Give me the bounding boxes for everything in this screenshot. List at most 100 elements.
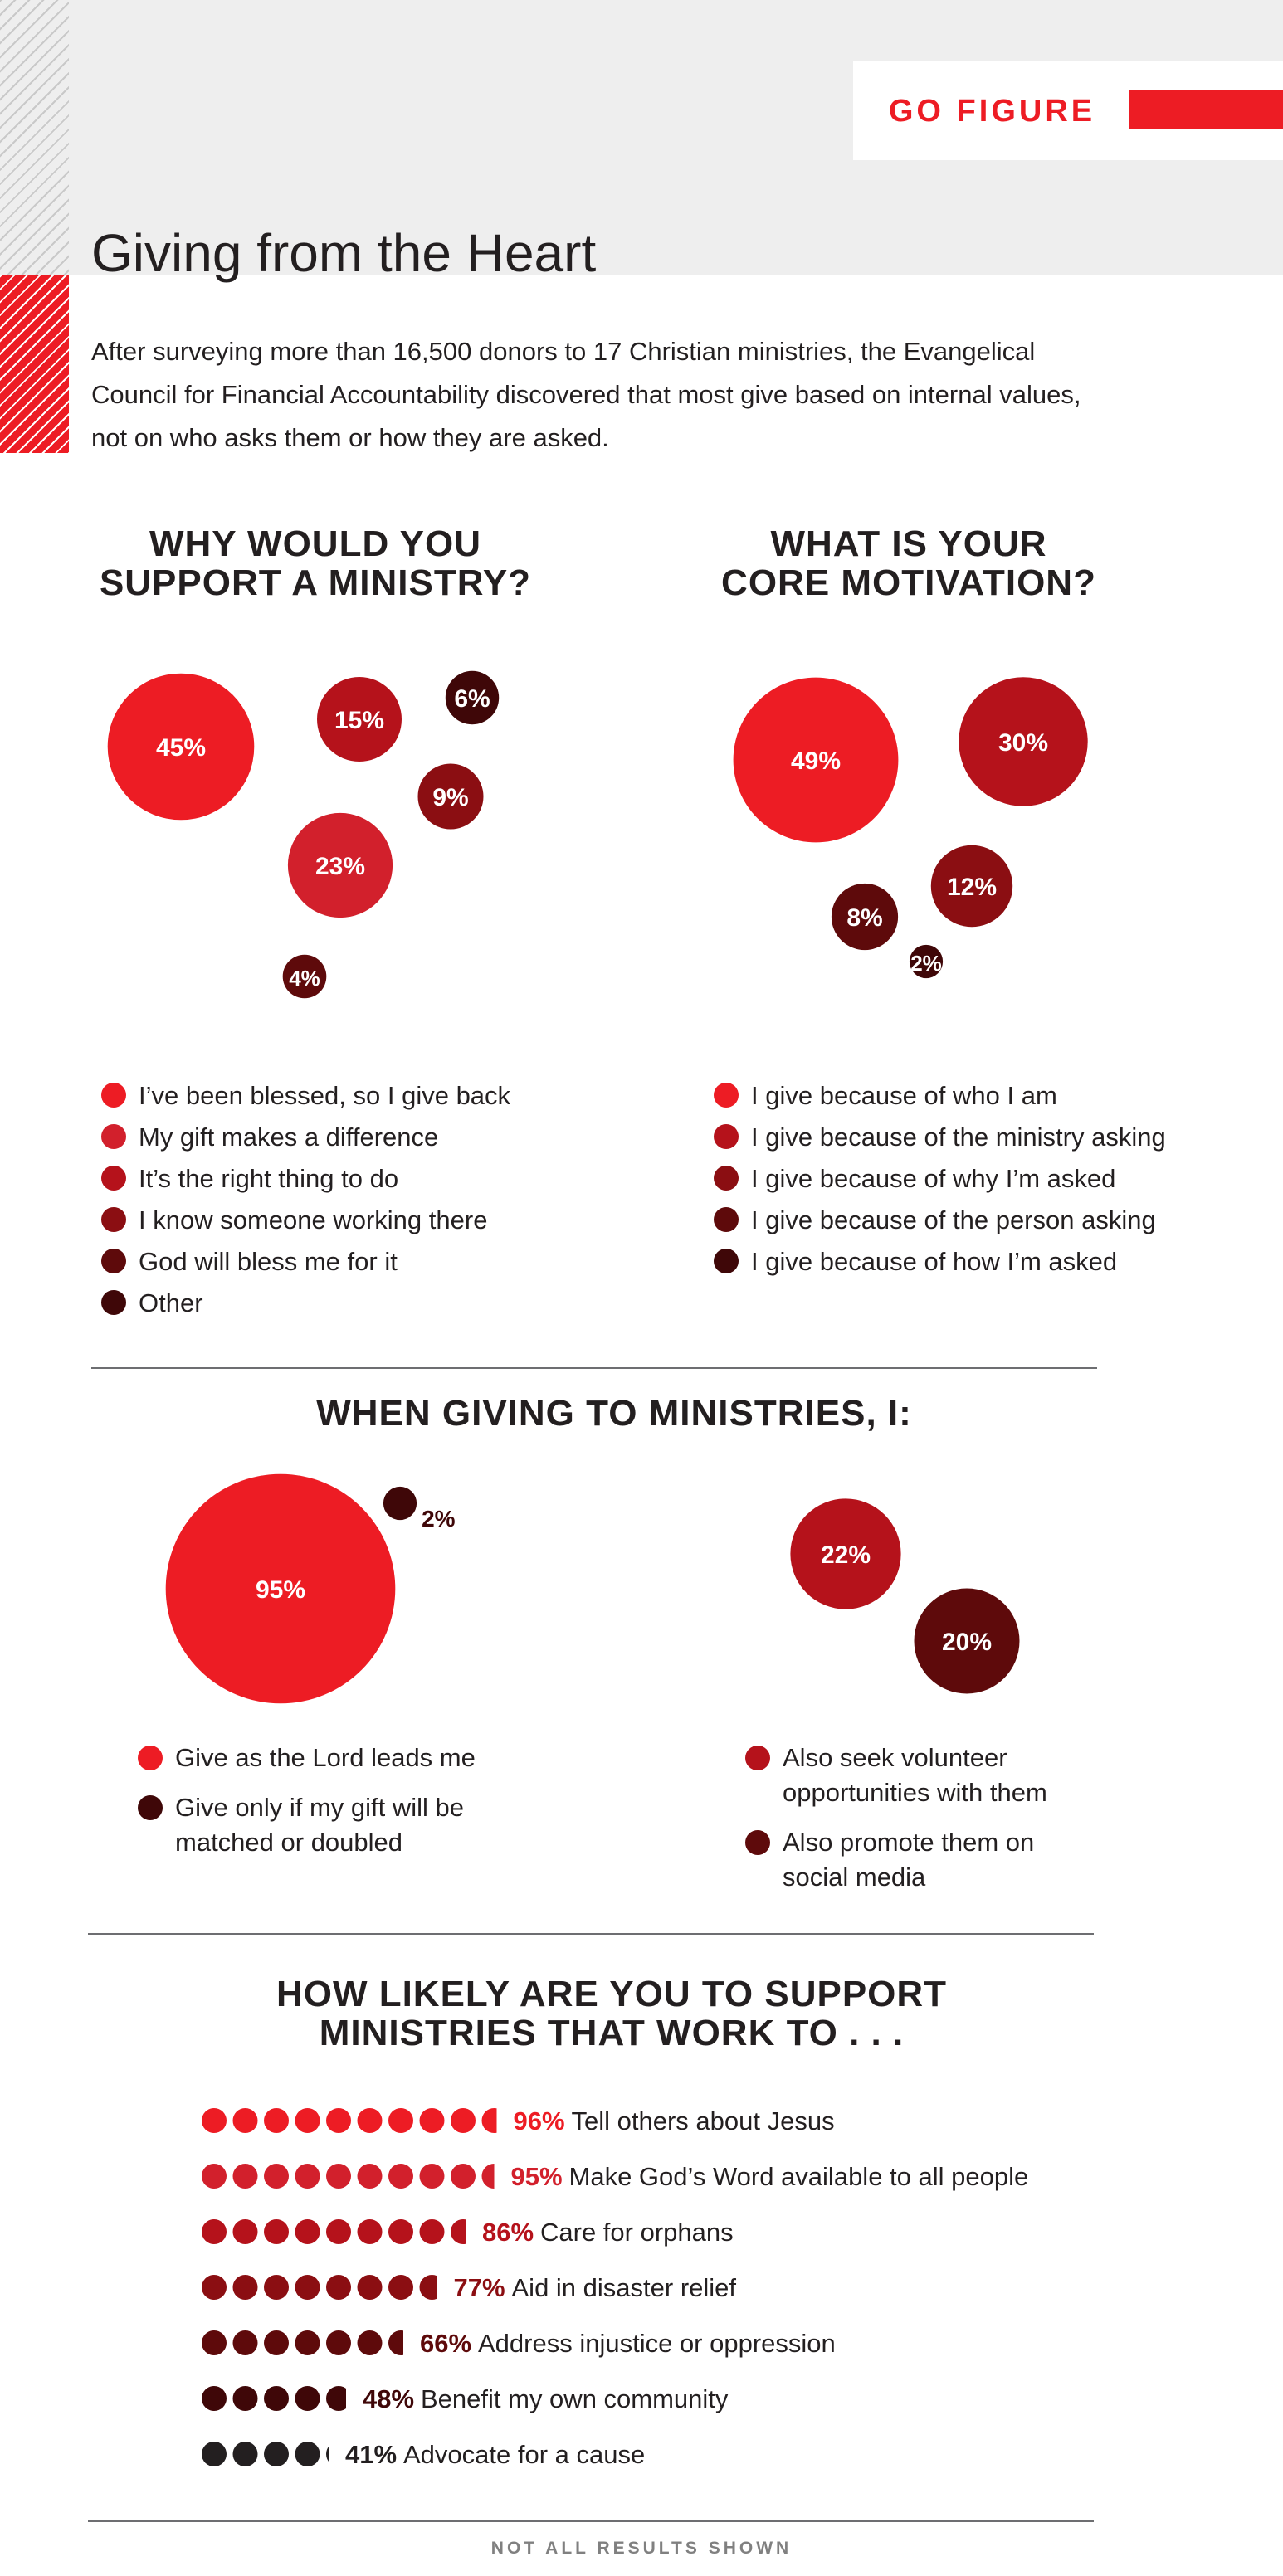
dot-mark-partial <box>451 2219 466 2244</box>
bubble <box>282 954 327 999</box>
legend-item: I give because of who I am <box>714 1075 1166 1117</box>
legend-item: God will bless me for it <box>101 1241 510 1283</box>
dot-mark <box>232 2386 258 2411</box>
category-label: Benefit my own community <box>421 2384 729 2413</box>
legend-swatch <box>745 1746 770 1770</box>
legend-label: Other <box>139 1288 203 1317</box>
divider <box>88 2520 1094 2522</box>
bubble-label: 12% <box>947 874 997 901</box>
bubble-label: 30% <box>998 729 1048 757</box>
category-label: Make God’s Word available to all people <box>569 2162 1029 2191</box>
dot-mark <box>388 2108 413 2133</box>
dot-mark <box>388 2164 413 2189</box>
legend-label: Give as the Lord leads me <box>175 1743 476 1772</box>
dot-mark-partial <box>481 2164 495 2189</box>
legend-swatch <box>138 1746 163 1770</box>
legend-item: It’s the right thing to do <box>101 1158 510 1200</box>
bubble-label: 4% <box>289 966 320 991</box>
legend-item: I give because of why I’m asked <box>714 1158 1166 1200</box>
dot-bar-chart-likelihood: 96% Tell others about Jesus 95% Make God’s … <box>202 2106 1029 2469</box>
legend-label: Also promote them on social media <box>783 1828 1035 1892</box>
legend-swatch <box>101 1207 126 1232</box>
dot-mark-partial <box>326 2447 329 2462</box>
category-label: Aid in disaster relief <box>512 2273 737 2302</box>
legend-swatch <box>101 1249 126 1273</box>
dot-mark <box>295 2275 320 2300</box>
dot-mark <box>419 2164 445 2189</box>
dot-mark <box>295 2442 320 2466</box>
dot-mark <box>232 2108 258 2133</box>
dot-mark <box>357 2164 383 2189</box>
section-label-bar <box>1129 90 1283 129</box>
hatch-pattern-gray <box>0 0 69 275</box>
chart-title-support: WHY WOULD YOU SUPPORT A MINISTRY? <box>99 523 532 603</box>
legend-item: Other <box>101 1283 510 1324</box>
bubble <box>733 677 899 843</box>
legend-label: Give only if my gift will be matched or … <box>175 1793 464 1857</box>
legend-swatch <box>101 1083 126 1108</box>
legend-label: Also seek volunteer opportunities with t… <box>783 1743 1047 1807</box>
dot-mark <box>202 2108 227 2133</box>
value-label: 41% <box>345 2440 397 2469</box>
dot-mark-partial <box>388 2330 403 2355</box>
category-label: Address injustice or oppression <box>478 2329 836 2358</box>
dot-mark <box>264 2108 289 2133</box>
value-label: 66% <box>420 2329 471 2358</box>
bubble <box>930 845 1013 928</box>
dot-mark-partial <box>481 2108 497 2133</box>
dot-mark <box>264 2164 289 2189</box>
legend-swatch <box>101 1166 126 1191</box>
dot-mark <box>295 2164 320 2189</box>
legend-item: Also seek volunteer opportunities with t… <box>745 1741 1094 1810</box>
legend-swatch <box>101 1290 126 1315</box>
dot-mark <box>451 2164 476 2189</box>
legend-label: I give because of the person asking <box>751 1205 1156 1234</box>
dot-mark <box>295 2219 320 2244</box>
bubble-chart-motivation: 49% 30% 12% 8% 2% <box>733 677 1088 979</box>
legend-label: I’ve been blessed, so I give back <box>139 1081 511 1110</box>
bubble <box>317 677 402 762</box>
bubble-label: 15% <box>334 707 384 734</box>
dot-mark <box>232 2219 258 2244</box>
legend-swatch <box>714 1166 739 1191</box>
bubble <box>959 677 1088 806</box>
legend-label: I give because of who I am <box>751 1081 1057 1110</box>
bubble-label: 23% <box>315 853 365 880</box>
legend-label: I know someone working there <box>139 1205 488 1234</box>
legend-item: I give because of how I’m asked <box>714 1241 1166 1283</box>
dot-mark <box>388 2275 413 2300</box>
bubble <box>287 812 393 918</box>
dot-mark <box>419 2108 445 2133</box>
bubble-label: 2% <box>422 1506 456 1531</box>
bubble-label: 6% <box>454 685 490 713</box>
bubble <box>165 1473 396 1704</box>
section-label: GO FIGURE <box>888 94 1096 129</box>
divider <box>91 1367 1097 1369</box>
bubble <box>383 1486 417 1521</box>
dot-mark <box>295 2108 320 2133</box>
legend-swatch <box>714 1249 739 1273</box>
bubble <box>914 1588 1020 1694</box>
chart-title-likelihood: HOW LIKELY ARE YOU TO SUPPORT MINISTRIES… <box>276 1974 948 2053</box>
page-title: Giving from the Heart <box>91 223 597 283</box>
legend-item: Give only if my gift will be matched or … <box>138 1790 536 1860</box>
legend-item: I know someone working there <box>101 1200 510 1241</box>
dot-mark <box>264 2219 289 2244</box>
legend-giving-left: Give as the Lord leads me Give only if m… <box>138 1741 536 1875</box>
bubble-label: 45% <box>156 734 206 762</box>
chart-title-motivation: WHAT IS YOUR CORE MOTIVATION? <box>721 523 1096 603</box>
value-label: 95% <box>511 2162 563 2191</box>
legend-item: Give as the Lord leads me <box>138 1741 536 1775</box>
legend-support: I’ve been blessed, so I give back My gif… <box>101 1075 510 1324</box>
legend-swatch <box>714 1207 739 1232</box>
bubble <box>790 1498 901 1609</box>
legend-label: I give because of why I’m asked <box>751 1164 1116 1193</box>
bubble <box>417 763 484 830</box>
legend-giving-right: Also seek volunteer opportunities with t… <box>745 1741 1094 1910</box>
dot-mark <box>451 2108 476 2133</box>
legend-item: Also promote them on social media <box>745 1825 1094 1895</box>
dot-mark-partial <box>326 2386 346 2411</box>
legend-swatch <box>714 1083 739 1108</box>
bubble <box>831 883 899 951</box>
dot-mark <box>264 2442 289 2466</box>
